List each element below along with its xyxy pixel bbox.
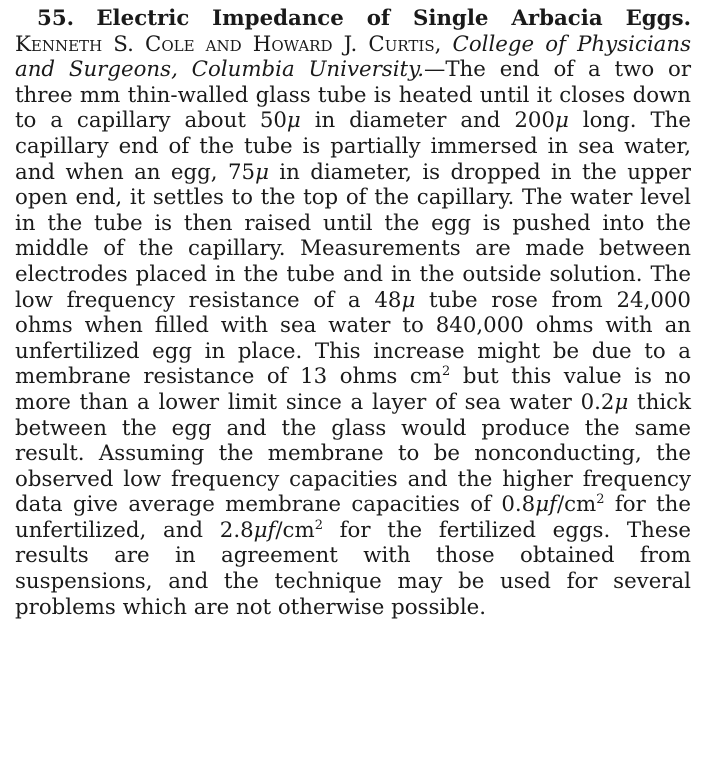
em-dash: —: [424, 57, 446, 83]
microfarad-unit: μf: [253, 517, 276, 543]
abstract-number: 55.: [37, 6, 75, 31]
body-text-1: The end of a two or three mm thin-walled…: [15, 57, 691, 134]
body-text-4: in diameter, is dropped in the upper ope…: [15, 159, 691, 313]
micron-symbol: μ: [614, 389, 629, 415]
body-text-11: for the fertilized eggs. These results a…: [15, 517, 691, 620]
superscript-2: 2: [314, 517, 323, 533]
superscript-2: 2: [596, 492, 605, 508]
abstract-paragraph: 55. Electric Impedance of Single Arbacia…: [15, 6, 691, 620]
body-text-6: but this value is no more than a lower l…: [15, 364, 691, 415]
micron-symbol: μ: [555, 108, 569, 134]
microfarad-unit: μf: [535, 492, 557, 518]
body-text-7: thick between the egg and the glass woul…: [15, 389, 691, 518]
body-text-2: in diameter and 200: [300, 108, 555, 134]
abstract-title: Electric Impedance of Single Arbacia Egg…: [96, 6, 691, 31]
abstract-authors: Kenneth S. Cole and Howard J. Curtis,: [15, 31, 442, 57]
body-text-9: for the unfertilized, and 2.8: [15, 492, 691, 543]
micron-symbol: μ: [401, 287, 416, 313]
abstract-affiliation: College of Physicians and Surgeons, Colu…: [15, 31, 691, 83]
document-page: 55. Electric Impedance of Single Arbacia…: [15, 6, 691, 620]
body-text-10: /cm: [275, 517, 315, 543]
superscript-2: 2: [442, 364, 451, 380]
micron-symbol: μ: [286, 108, 301, 134]
body-text-3: long. The capillary end of the tube is p…: [15, 108, 691, 185]
body-text-5: tube rose from 24,000 ohms when filled w…: [15, 287, 691, 390]
body-text-8: /cm: [556, 492, 597, 518]
micron-symbol: μ: [255, 159, 269, 185]
